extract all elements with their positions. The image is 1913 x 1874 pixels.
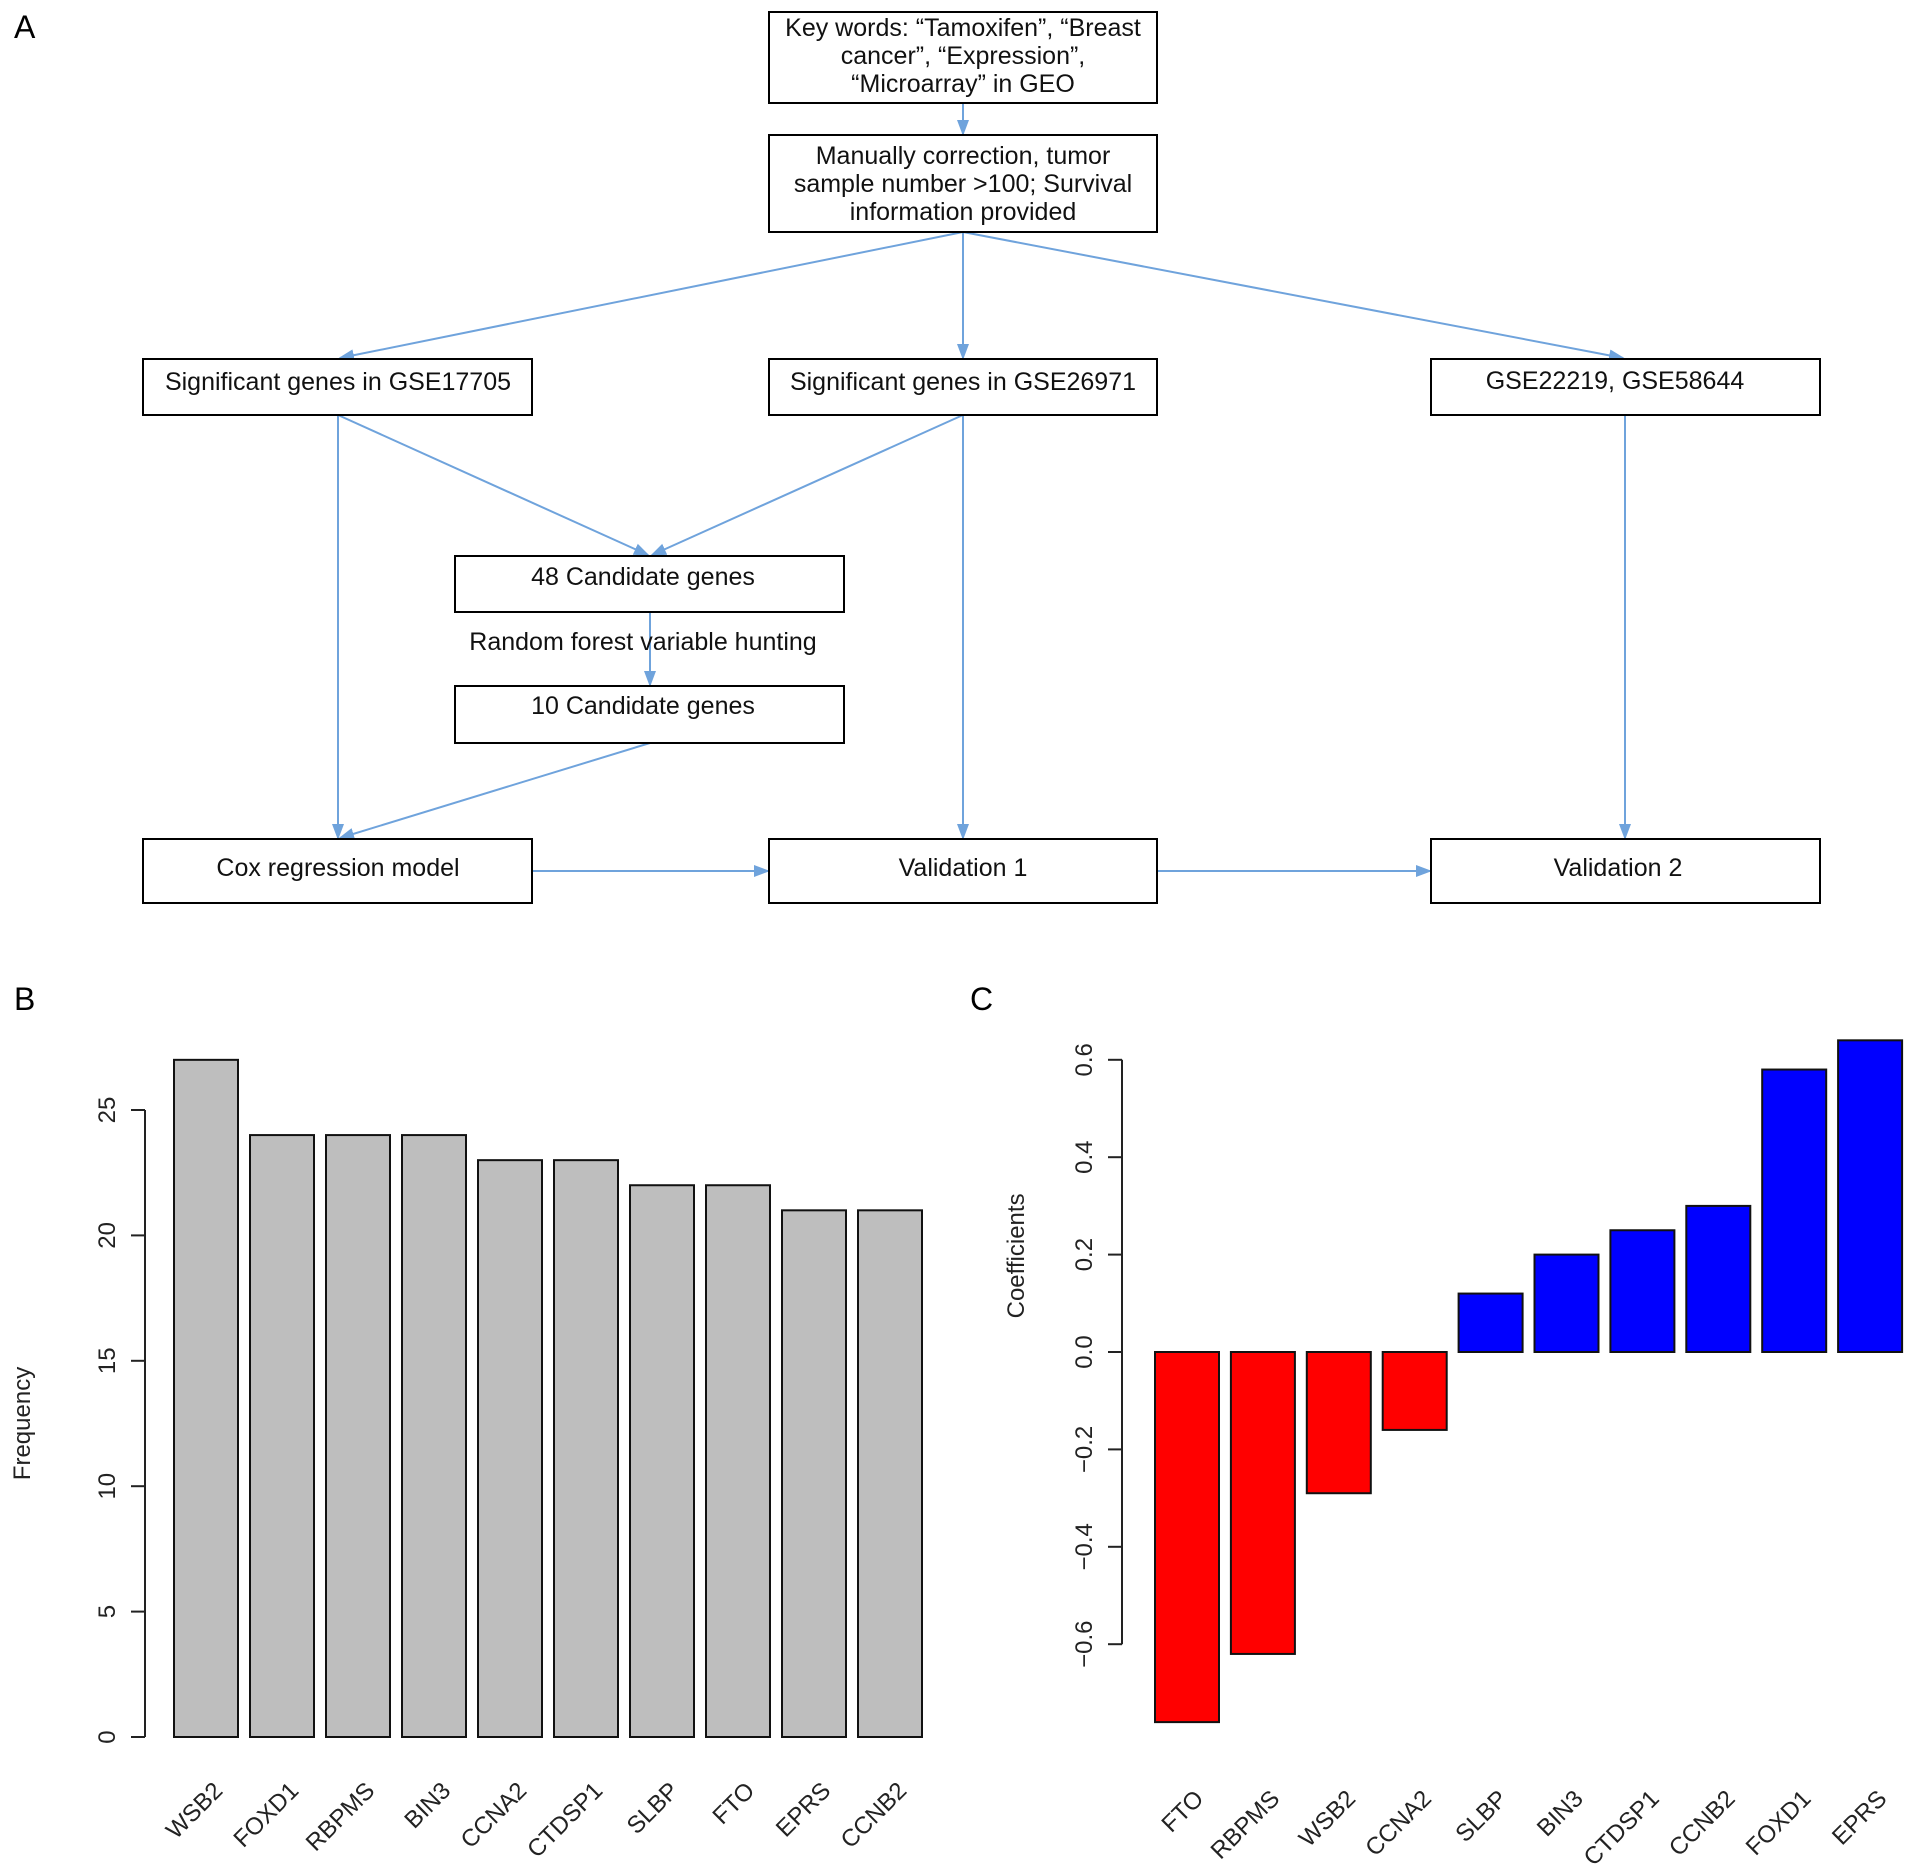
y-tick-label: −0.6: [1071, 1621, 1098, 1668]
candidates-48-box: 48 Candidate genes: [454, 555, 845, 613]
correction-line: sample number >100; Survival: [794, 170, 1132, 198]
correction-line: Manually correction, tumor: [816, 142, 1111, 170]
validation-datasets-box: GSE22219, GSE58644: [1430, 358, 1821, 416]
x-tick-label: CCNB2: [836, 1777, 913, 1854]
x-tick-label: WSB2: [1294, 1785, 1361, 1852]
gse26971-box: Significant genes in GSE26971: [768, 358, 1158, 416]
bar-eprs: [1837, 1039, 1904, 1353]
bar-ccnb2: [857, 1209, 923, 1738]
bar-bin3: [401, 1134, 467, 1738]
bar-fto: [1154, 1351, 1220, 1724]
y-tick-label: 15: [94, 1347, 121, 1374]
x-tick-label: CTDSP1: [522, 1777, 608, 1863]
bar-rbpms: [325, 1134, 391, 1738]
y-tick-label: 0.4: [1071, 1141, 1098, 1174]
y-tick-label: 5: [94, 1605, 121, 1618]
candidates-10-box: 10 Candidate genes: [454, 685, 845, 744]
y-tick-label: 0.0: [1071, 1335, 1098, 1368]
validation-datasets-label: GSE22219, GSE58644: [1486, 367, 1745, 395]
y-tick-label: −0.2: [1071, 1426, 1098, 1473]
x-tick-label: CCNB2: [1664, 1785, 1741, 1862]
gse17705-label: Significant genes in GSE17705: [165, 368, 511, 396]
panel-label-c: C: [970, 981, 993, 1017]
y-tick-label: 0.6: [1071, 1043, 1098, 1076]
bar-ccnb2: [1685, 1204, 1752, 1354]
y-tick-label: 0: [94, 1730, 121, 1743]
bar-foxd1: [1761, 1068, 1828, 1354]
x-tick-label: EPRS: [771, 1777, 836, 1842]
bar-ctdsp1: [1609, 1229, 1676, 1353]
x-tick-label: CCNA2: [456, 1777, 533, 1854]
keywords-box: Key words: “Tamoxifen”, “Breast cancer”,…: [768, 11, 1158, 104]
x-tick-label: FTO: [1157, 1785, 1210, 1838]
x-tick-label: CTDSP1: [1579, 1785, 1665, 1871]
bar-ccna2: [1381, 1351, 1448, 1431]
x-tick-label: FTO: [708, 1777, 761, 1830]
x-tick-label: BIN3: [399, 1777, 456, 1834]
x-tick-label: FOXD1: [229, 1777, 305, 1853]
cox-label: Cox regression model: [216, 854, 459, 882]
x-tick-label: RBPMS: [301, 1777, 380, 1856]
correction-line: information provided: [850, 198, 1077, 226]
x-tick-label: RBPMS: [1206, 1785, 1285, 1864]
x-tick-label: FOXD1: [1741, 1785, 1817, 1861]
x-tick-label: WSB2: [161, 1777, 228, 1844]
panel-label-b: B: [14, 981, 35, 1017]
y-tick-label: 10: [94, 1473, 121, 1500]
validation2-box: Validation 2: [1430, 838, 1821, 904]
bar-ccna2: [477, 1159, 543, 1739]
bar-wsb2: [1305, 1351, 1372, 1495]
y-tick-label: 25: [94, 1097, 121, 1124]
bar-slbp: [1457, 1292, 1524, 1354]
bar-eprs: [781, 1209, 847, 1738]
bar-ctdsp1: [553, 1159, 619, 1739]
bar-slbp: [629, 1184, 695, 1738]
y-axis-label: Frequency: [9, 1367, 36, 1480]
validation2-label: Validation 2: [1554, 854, 1683, 882]
y-tick-label: 0.2: [1071, 1238, 1098, 1271]
validation1-label: Validation 1: [899, 854, 1028, 882]
bar-rbpms: [1229, 1351, 1296, 1655]
coefficients-chart: −0.6 −0.4 −0.2 0.0 0.2 0.4 0.6 Coefficients FTOR…: [1003, 1039, 1904, 1871]
bar-wsb2: [173, 1058, 239, 1738]
y-tick-label: −0.4: [1071, 1523, 1098, 1570]
x-tick-label: SLBP: [1450, 1785, 1512, 1847]
keywords-line: cancer”, “Expression”,: [841, 42, 1086, 70]
gse17705-box: Significant genes in GSE17705: [142, 358, 533, 416]
panel-label-a: A: [14, 9, 36, 45]
keywords-line: “Microarray” in GEO: [851, 70, 1075, 98]
x-tick-label: BIN3: [1532, 1785, 1589, 1842]
x-tick-label: SLBP: [622, 1777, 684, 1839]
bar-bin3: [1533, 1253, 1600, 1353]
bar-fto: [705, 1184, 771, 1738]
candidates-10-label: 10 Candidate genes: [531, 692, 755, 720]
keywords-line: Key words: “Tamoxifen”, “Breast: [785, 14, 1141, 42]
validation1-box: Validation 1: [768, 838, 1158, 904]
flowchart: Key words: “Tamoxifen”, “Breast cancer”,…: [142, 11, 1821, 904]
correction-box: Manually correction, tumor sample number…: [768, 134, 1158, 233]
x-tick-label: EPRS: [1827, 1785, 1892, 1850]
candidates-48-label: 48 Candidate genes: [531, 563, 755, 591]
y-tick-label: 20: [94, 1222, 121, 1249]
cox-box: Cox regression model: [142, 838, 533, 904]
y-axis-label: Coefficients: [1003, 1193, 1030, 1318]
bar-foxd1: [249, 1134, 315, 1738]
gse26971-label: Significant genes in GSE26971: [790, 368, 1136, 396]
random-forest-label: Random forest variable hunting: [469, 628, 816, 656]
x-tick-label: CCNA2: [1360, 1785, 1437, 1862]
